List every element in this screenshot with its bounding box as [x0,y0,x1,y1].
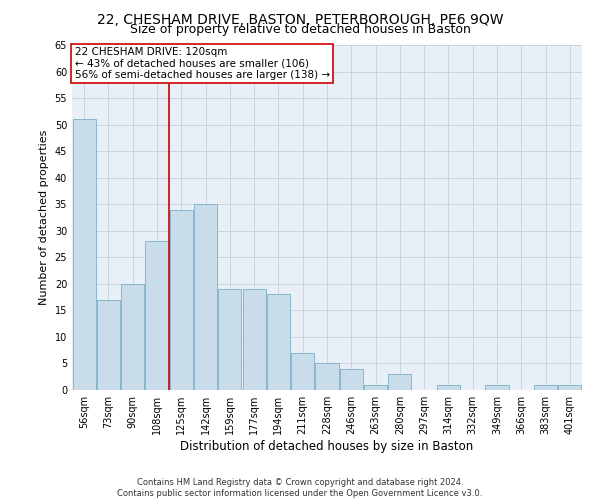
Bar [559,384,581,390]
Text: 22 CHESHAM DRIVE: 120sqm
← 43% of detached houses are smaller (106)
56% of semi-: 22 CHESHAM DRIVE: 120sqm ← 43% of detach… [74,46,329,80]
Bar [170,210,193,390]
Text: Size of property relative to detached houses in Baston: Size of property relative to detached ho… [130,22,470,36]
Bar [218,289,241,390]
Bar [291,353,314,390]
Y-axis label: Number of detached properties: Number of detached properties [39,130,49,305]
Bar [534,384,557,390]
Bar [242,289,266,390]
Bar [485,384,509,390]
Bar [121,284,144,390]
Bar [267,294,290,390]
Text: Contains HM Land Registry data © Crown copyright and database right 2024.
Contai: Contains HM Land Registry data © Crown c… [118,478,482,498]
Bar [340,369,363,390]
Text: 22, CHESHAM DRIVE, BASTON, PETERBOROUGH, PE6 9QW: 22, CHESHAM DRIVE, BASTON, PETERBOROUGH,… [97,12,503,26]
Bar [194,204,217,390]
Bar [388,374,412,390]
Bar [316,364,338,390]
Bar [73,120,95,390]
Bar [97,300,120,390]
Bar [364,384,387,390]
Bar [145,242,169,390]
X-axis label: Distribution of detached houses by size in Baston: Distribution of detached houses by size … [181,440,473,453]
Bar [437,384,460,390]
